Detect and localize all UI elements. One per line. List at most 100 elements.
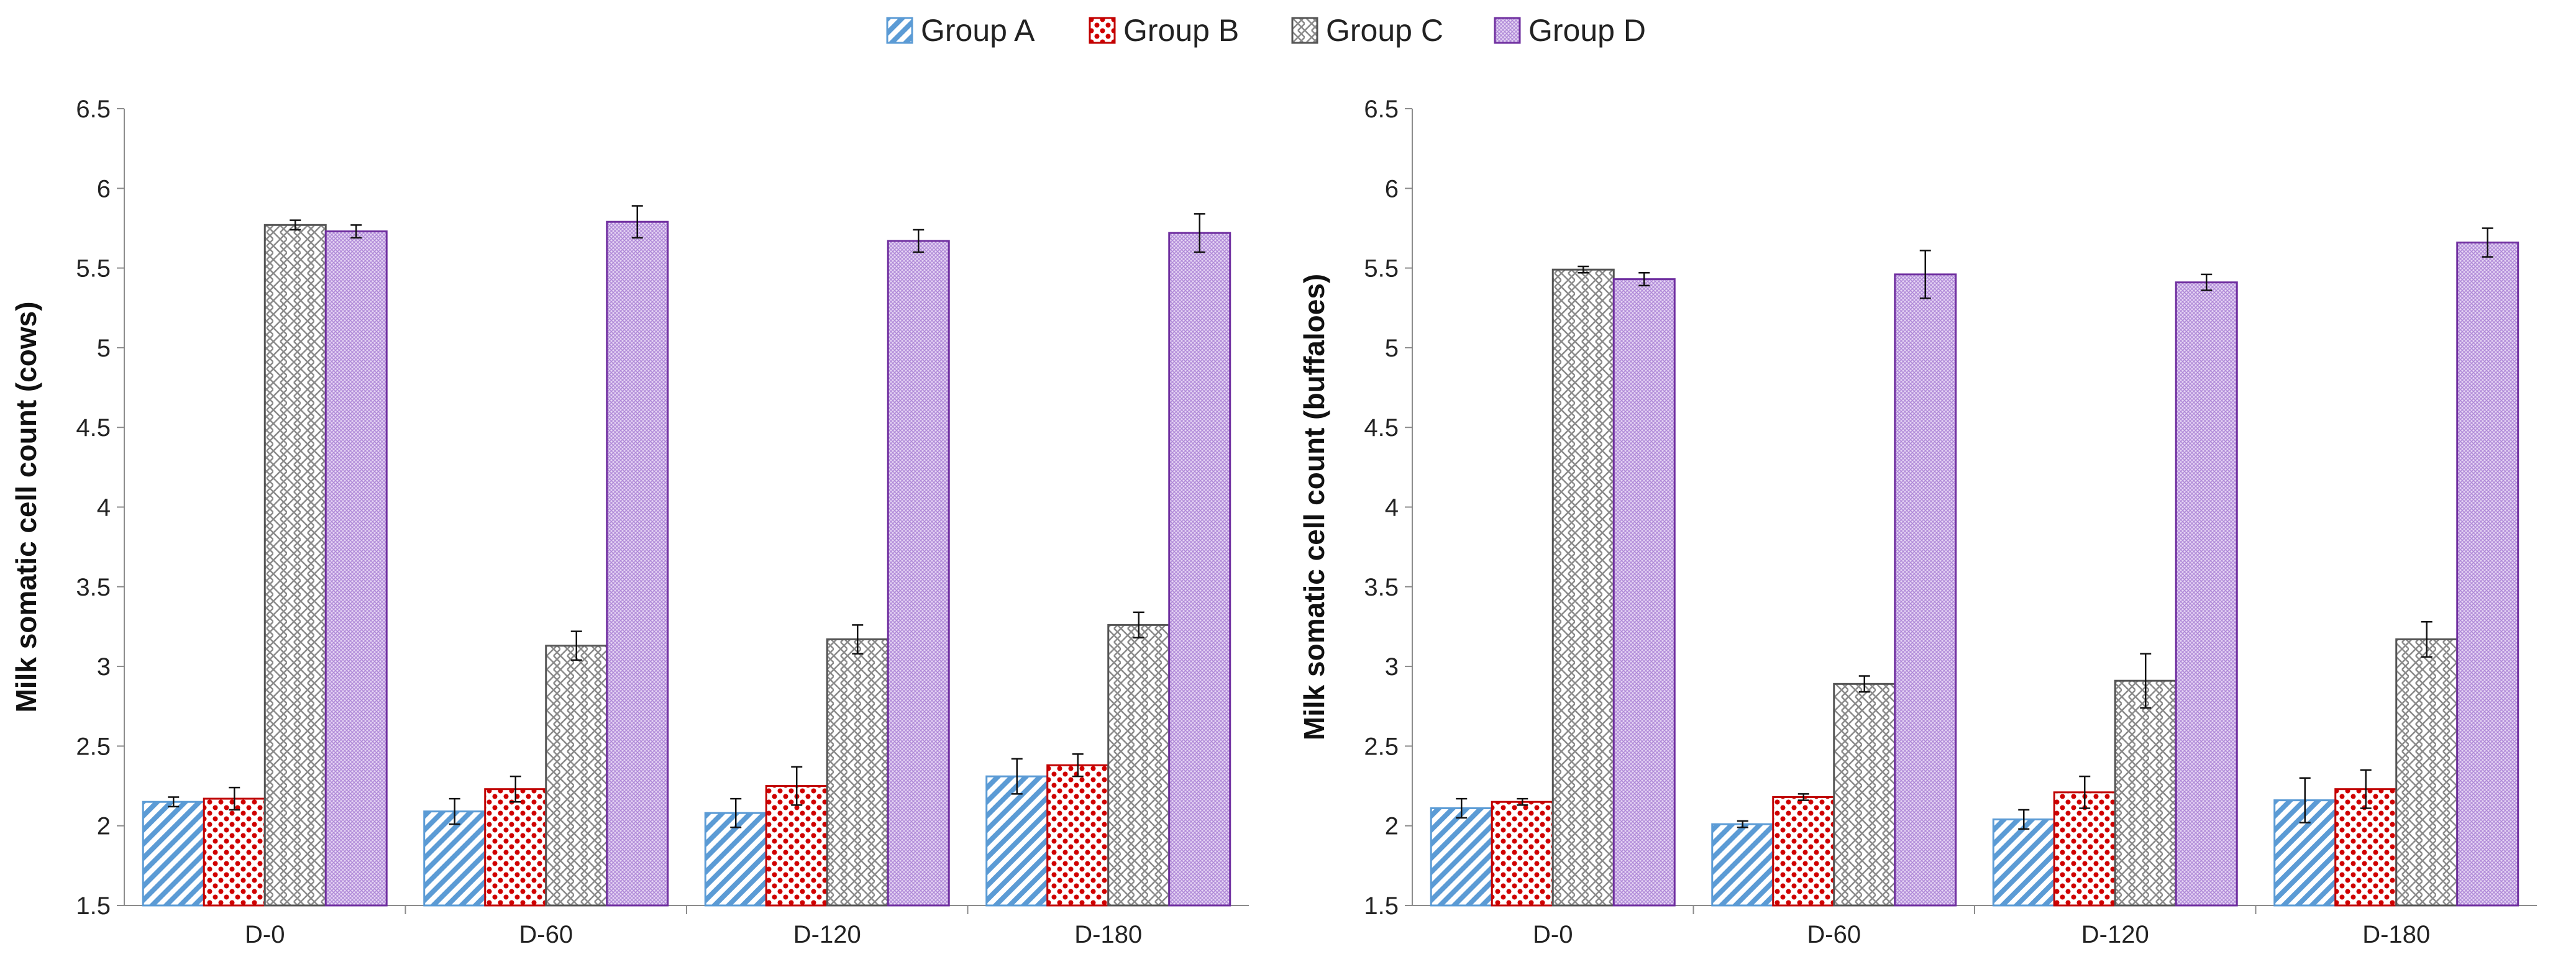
bar-group-c-d-0 — [263, 224, 327, 907]
error-bar — [2018, 809, 2030, 830]
y-tick-label: 4.5 — [76, 414, 111, 442]
x-tick-label: D-0 — [1533, 921, 1573, 948]
error-bar — [1456, 797, 1468, 819]
bar-group-d-d-180 — [2456, 242, 2519, 907]
bar-group-a-d-0 — [142, 801, 205, 907]
error-bar — [2482, 227, 2493, 258]
error-bar — [913, 229, 925, 253]
error-bar — [791, 766, 803, 806]
y-tick-label: 3.5 — [1364, 574, 1399, 601]
error-bar — [2299, 777, 2311, 823]
error-bar — [290, 219, 301, 231]
legend-label-group-d: Group D — [1528, 13, 1646, 48]
y-tick-label: 1.5 — [76, 892, 111, 920]
y-tick-label: 6 — [97, 175, 111, 202]
bar-group-c-d-60 — [1833, 683, 1896, 907]
legend-item-group-c: Group C — [1291, 9, 1443, 52]
cows-chart: 1.5 2 2.5 3 3.5 4 4.5 5 5.5 6 6.5 Milk somatic cell… — [10, 96, 1249, 948]
y-tick-label: 5.5 — [1364, 255, 1399, 283]
error-bar — [852, 624, 864, 655]
y-tick-label: 1.5 — [1364, 892, 1399, 920]
bar-group-b-d-180 — [1046, 764, 1110, 907]
x-tick-label: D-120 — [2081, 921, 2149, 948]
legend-swatch-group-a — [886, 17, 913, 44]
y-tick-label: 3 — [97, 653, 111, 681]
bar-group-d-d-120 — [887, 240, 950, 907]
y-tick-label: 2.5 — [1364, 733, 1399, 760]
legend-label-group-c: Group C — [1326, 13, 1443, 48]
y-axis-title: Milk somatic cell count (buffaloes) — [1298, 274, 1330, 740]
bar-group-d-d-60 — [1894, 273, 1957, 907]
bar-group-d-d-0 — [1612, 278, 1676, 907]
bar-group-a-d-120 — [704, 812, 767, 907]
y-tick-label: 5.5 — [76, 255, 111, 283]
legend-item-group-b: Group B — [1089, 9, 1239, 52]
error-bar — [229, 786, 240, 811]
bar-group-d-d-120 — [2175, 281, 2238, 907]
y-tick-label: 6.5 — [1364, 96, 1399, 123]
x-tick-label: D-0 — [245, 921, 285, 948]
y-tick-label: 4 — [1385, 494, 1399, 522]
y-tick-label: 6 — [1385, 175, 1399, 202]
x-tick-label: D-180 — [1074, 921, 1142, 948]
bar-group-c-d-120 — [2114, 679, 2177, 907]
bar-group-b-d-0 — [203, 797, 266, 907]
bar-group-a-d-0 — [1430, 807, 1493, 907]
bar-group-d-d-180 — [1168, 232, 1231, 907]
y-tick-label: 5 — [1385, 335, 1399, 362]
error-bar — [1194, 213, 1205, 253]
bar-group-b-d-120 — [2053, 791, 2116, 907]
legend-item-group-a: Group A — [886, 9, 1035, 52]
x-tick-label: D-60 — [519, 921, 573, 948]
y-tick-label: 2 — [1385, 813, 1399, 840]
error-bar — [1638, 272, 1650, 287]
error-bar — [1919, 250, 1931, 299]
y-tick-label: 4 — [97, 494, 111, 522]
error-bar — [2079, 775, 2091, 809]
error-bar — [2140, 653, 2152, 709]
buffaloes-chart: 1.5 2 2.5 3 3.5 4 4.5 5 5.5 6 6.5 Milk somatic cell… — [1298, 96, 2537, 948]
error-bar — [1797, 793, 1809, 801]
bar-group-a-d-60 — [423, 810, 486, 907]
chart-legend: Group A Group B Group C Group D — [0, 0, 2576, 68]
y-tick-label: 2.5 — [76, 733, 111, 760]
error-bar — [730, 797, 742, 828]
bar-group-c-d-180 — [2395, 638, 2459, 907]
bar-group-b-d-0 — [1491, 801, 1554, 907]
error-bar — [1578, 265, 1589, 274]
bar-group-a-d-60 — [1711, 823, 1774, 907]
error-bar — [2201, 273, 2213, 291]
bar-group-a-d-180 — [985, 775, 1049, 907]
error-bar — [1011, 758, 1023, 795]
error-bar — [1517, 797, 1528, 806]
bar-group-c-d-60 — [545, 645, 608, 907]
bar-group-c-d-120 — [826, 638, 889, 907]
bar-group-b-d-60 — [484, 788, 547, 907]
bar-group-a-d-120 — [1992, 818, 2055, 907]
error-bar — [168, 796, 180, 808]
x-tick-label: D-180 — [2362, 921, 2430, 948]
error-bar — [509, 775, 521, 803]
legend-label-group-b: Group B — [1123, 13, 1240, 48]
legend-item-group-d: Group D — [1494, 9, 1646, 52]
bar-group-b-d-60 — [1772, 796, 1835, 907]
legend-label-group-a: Group A — [921, 13, 1035, 48]
y-tick-label: 3 — [1385, 653, 1399, 681]
legend-swatch-group-b — [1089, 17, 1116, 44]
error-bar — [2421, 621, 2432, 658]
x-tick-label: D-120 — [793, 921, 861, 948]
error-bar — [2360, 769, 2372, 809]
error-bar — [631, 205, 643, 239]
x-tick-label: D-60 — [1807, 921, 1861, 948]
error-bar — [1133, 611, 1144, 639]
bar-group-c-d-180 — [1107, 624, 1171, 907]
legend-swatch-group-c — [1291, 17, 1318, 44]
bar-group-c-d-0 — [1551, 268, 1615, 907]
bar-group-d-d-60 — [606, 220, 669, 907]
error-bar — [1858, 675, 1870, 693]
error-bar — [350, 224, 362, 239]
y-tick-label: 3.5 — [76, 574, 111, 601]
error-bar — [570, 630, 582, 661]
error-bar — [449, 797, 460, 825]
y-axis-title: Milk somatic cell count (cows) — [10, 301, 42, 712]
